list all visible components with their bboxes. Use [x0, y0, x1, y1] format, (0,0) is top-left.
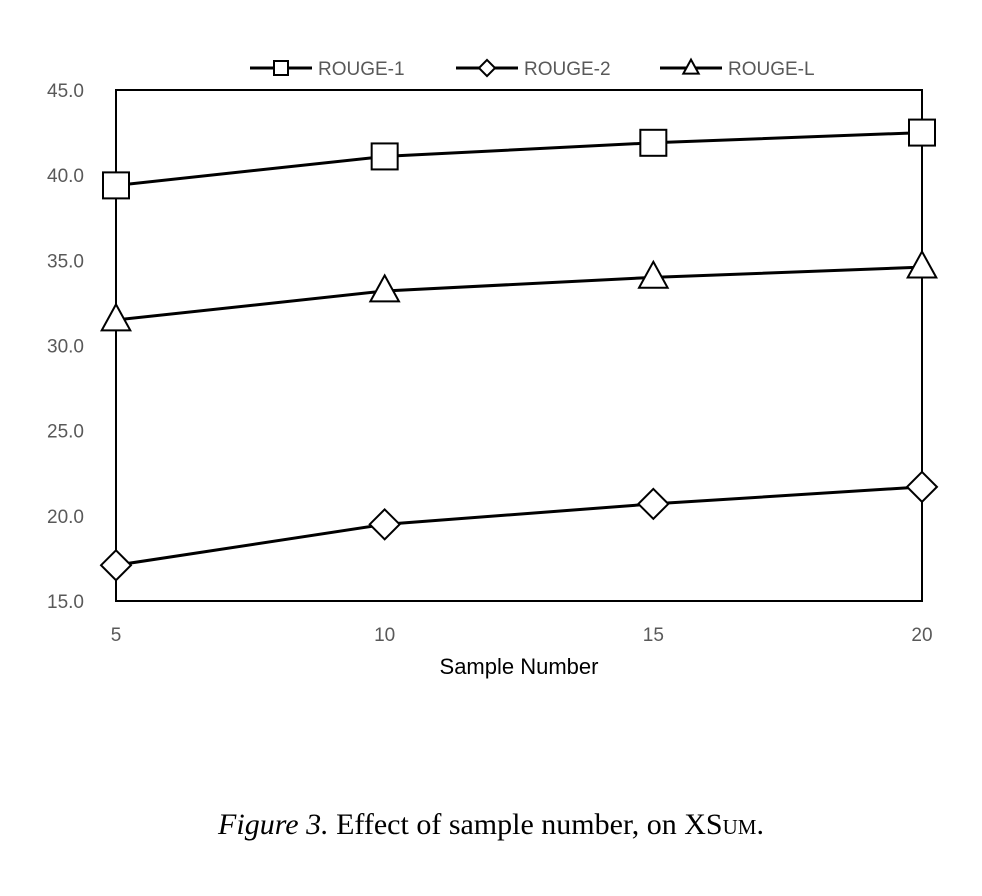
legend: ROUGE-1 ROUGE-2 ROUGE-L	[250, 57, 815, 80]
legend-label: ROUGE-L	[728, 59, 815, 80]
x-tick-label: 5	[111, 625, 122, 646]
diamond-marker	[99, 548, 133, 582]
triangle-marker	[681, 57, 701, 75]
chart: 15.0 20.0 25.0 30.0 35.0 40.0 45.0 5 10 15 20 Sampl…	[47, 57, 939, 679]
caption-end: .	[756, 808, 764, 841]
y-tick-label: 20.0	[47, 507, 84, 528]
y-tick-label: 25.0	[47, 422, 84, 443]
square-marker	[370, 142, 399, 171]
caption-dataset-rest: um	[722, 808, 757, 841]
square-marker	[908, 118, 936, 147]
y-tick-label: 45.0	[47, 81, 84, 102]
y-tick-label: 40.0	[47, 166, 84, 187]
y-tick-label: 35.0	[47, 251, 84, 272]
series-rouge-1	[102, 118, 936, 200]
series-rouge-2	[99, 470, 939, 582]
square-marker	[639, 128, 668, 157]
x-tick-label: 15	[643, 625, 664, 646]
series-line	[115, 485, 923, 567]
triangle-marker	[368, 273, 401, 303]
y-tick-label: 30.0	[47, 337, 84, 358]
triangle-marker	[637, 259, 670, 289]
legend-item: ROUGE-1	[250, 59, 405, 80]
series-line	[115, 265, 923, 322]
x-tick-label: 10	[374, 625, 395, 646]
triangle-marker	[906, 249, 938, 279]
caption-text: Effect of sample number, on X	[328, 808, 706, 841]
x-axis-title: Sample Number	[440, 654, 599, 679]
caption-label: Figure 3.	[218, 808, 329, 841]
triangle-marker	[100, 302, 132, 332]
series-line	[115, 131, 923, 187]
series-rouge-l	[100, 249, 938, 332]
legend-item: ROUGE-L	[660, 57, 815, 80]
y-tick-label: 15.0	[47, 592, 84, 613]
square-marker	[273, 60, 289, 76]
caption-dataset-first: S	[705, 808, 723, 841]
x-tick-label: 20	[911, 625, 932, 646]
legend-label: ROUGE-1	[318, 59, 405, 80]
square-marker	[102, 171, 130, 200]
series-layer	[99, 118, 939, 582]
plot-frame	[115, 89, 923, 602]
figure-caption: Figure 3. Effect of sample number, on XS…	[0, 808, 982, 842]
diamond-marker	[905, 470, 939, 504]
diamond-marker	[368, 507, 402, 541]
legend-label: ROUGE-2	[524, 59, 611, 80]
diamond-marker	[636, 487, 670, 521]
axes: 15.0 20.0 25.0 30.0 35.0 40.0 45.0 5 10 15 20 Sampl…	[47, 81, 933, 679]
diamond-marker	[477, 58, 497, 78]
legend-item: ROUGE-2	[456, 58, 611, 80]
